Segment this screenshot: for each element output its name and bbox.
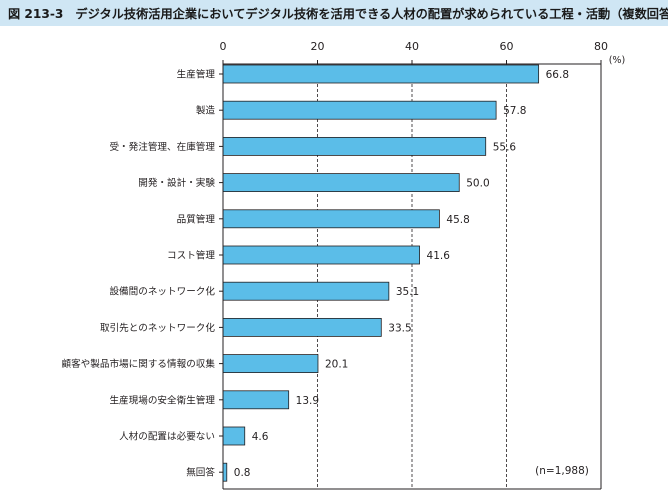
bar bbox=[222, 173, 460, 193]
bar bbox=[222, 426, 246, 446]
figure-title: デジタル技術活用企業においてデジタル技術を活用できる人材の配置が求められている工… bbox=[75, 7, 668, 21]
x-tick-label: 0 bbox=[220, 40, 227, 53]
value-label: 33.5 bbox=[388, 322, 411, 334]
x-tick-label: 60 bbox=[500, 40, 514, 53]
category-label: 無回答 bbox=[186, 467, 215, 479]
value-label: 55.6 bbox=[493, 141, 517, 153]
category-label: 開発・設計・実験 bbox=[138, 177, 215, 189]
figure-number: 図 213-3 bbox=[8, 7, 64, 21]
category-label: 生産現場の安全衛生管理 bbox=[109, 394, 215, 406]
bar bbox=[222, 209, 440, 229]
value-label: 0.8 bbox=[234, 467, 251, 479]
category-label: 生産管理 bbox=[177, 69, 216, 81]
bar bbox=[222, 354, 319, 374]
sample-size-note: (n=1,988) bbox=[535, 465, 589, 477]
category-label: 受・発注管理、在庫管理 bbox=[109, 141, 215, 153]
bar bbox=[222, 462, 228, 482]
label-layer: 0 20 40 60 80 生産管理 66.8 製造 57.8 受・発注管理、在庫管理 55.6 開発… bbox=[62, 40, 609, 479]
bar bbox=[222, 390, 290, 410]
bar bbox=[222, 245, 420, 265]
value-label: 20.1 bbox=[325, 359, 348, 371]
value-label: 45.8 bbox=[446, 214, 469, 226]
bar bbox=[222, 64, 540, 84]
x-tick-label: 80 bbox=[594, 40, 608, 53]
category-label: 設備間のネットワーク化 bbox=[109, 286, 215, 298]
value-label: 35.1 bbox=[396, 286, 419, 298]
bar bbox=[222, 100, 497, 120]
bar bbox=[222, 136, 487, 156]
grid-layer bbox=[219, 60, 602, 489]
category-label: 取引先とのネットワーク化 bbox=[100, 322, 215, 334]
value-label: 66.8 bbox=[546, 69, 569, 81]
category-label: 品質管理 bbox=[177, 213, 216, 225]
value-label: 57.8 bbox=[503, 105, 526, 117]
category-label: 人材の配置は必要ない bbox=[119, 431, 215, 443]
x-tick-label: 20 bbox=[311, 40, 325, 53]
bar-layer bbox=[222, 64, 540, 482]
category-label: 製造 bbox=[196, 105, 216, 117]
category-label: コスト管理 bbox=[167, 250, 215, 262]
value-label: 13.9 bbox=[296, 395, 319, 407]
category-label: 顧客や製品市場に関する情報の収集 bbox=[62, 358, 216, 370]
bar bbox=[222, 281, 390, 301]
value-label: 4.6 bbox=[252, 431, 269, 443]
value-label: 50.0 bbox=[466, 178, 489, 190]
figure-title-bar: 図 213-3 デジタル技術活用企業においてデジタル技術を活用できる人材の配置が… bbox=[0, 0, 668, 26]
bar bbox=[222, 317, 382, 337]
value-label: 41.6 bbox=[427, 250, 451, 262]
x-tick-label: 40 bbox=[405, 40, 419, 53]
unit-label: (%) bbox=[609, 55, 626, 66]
